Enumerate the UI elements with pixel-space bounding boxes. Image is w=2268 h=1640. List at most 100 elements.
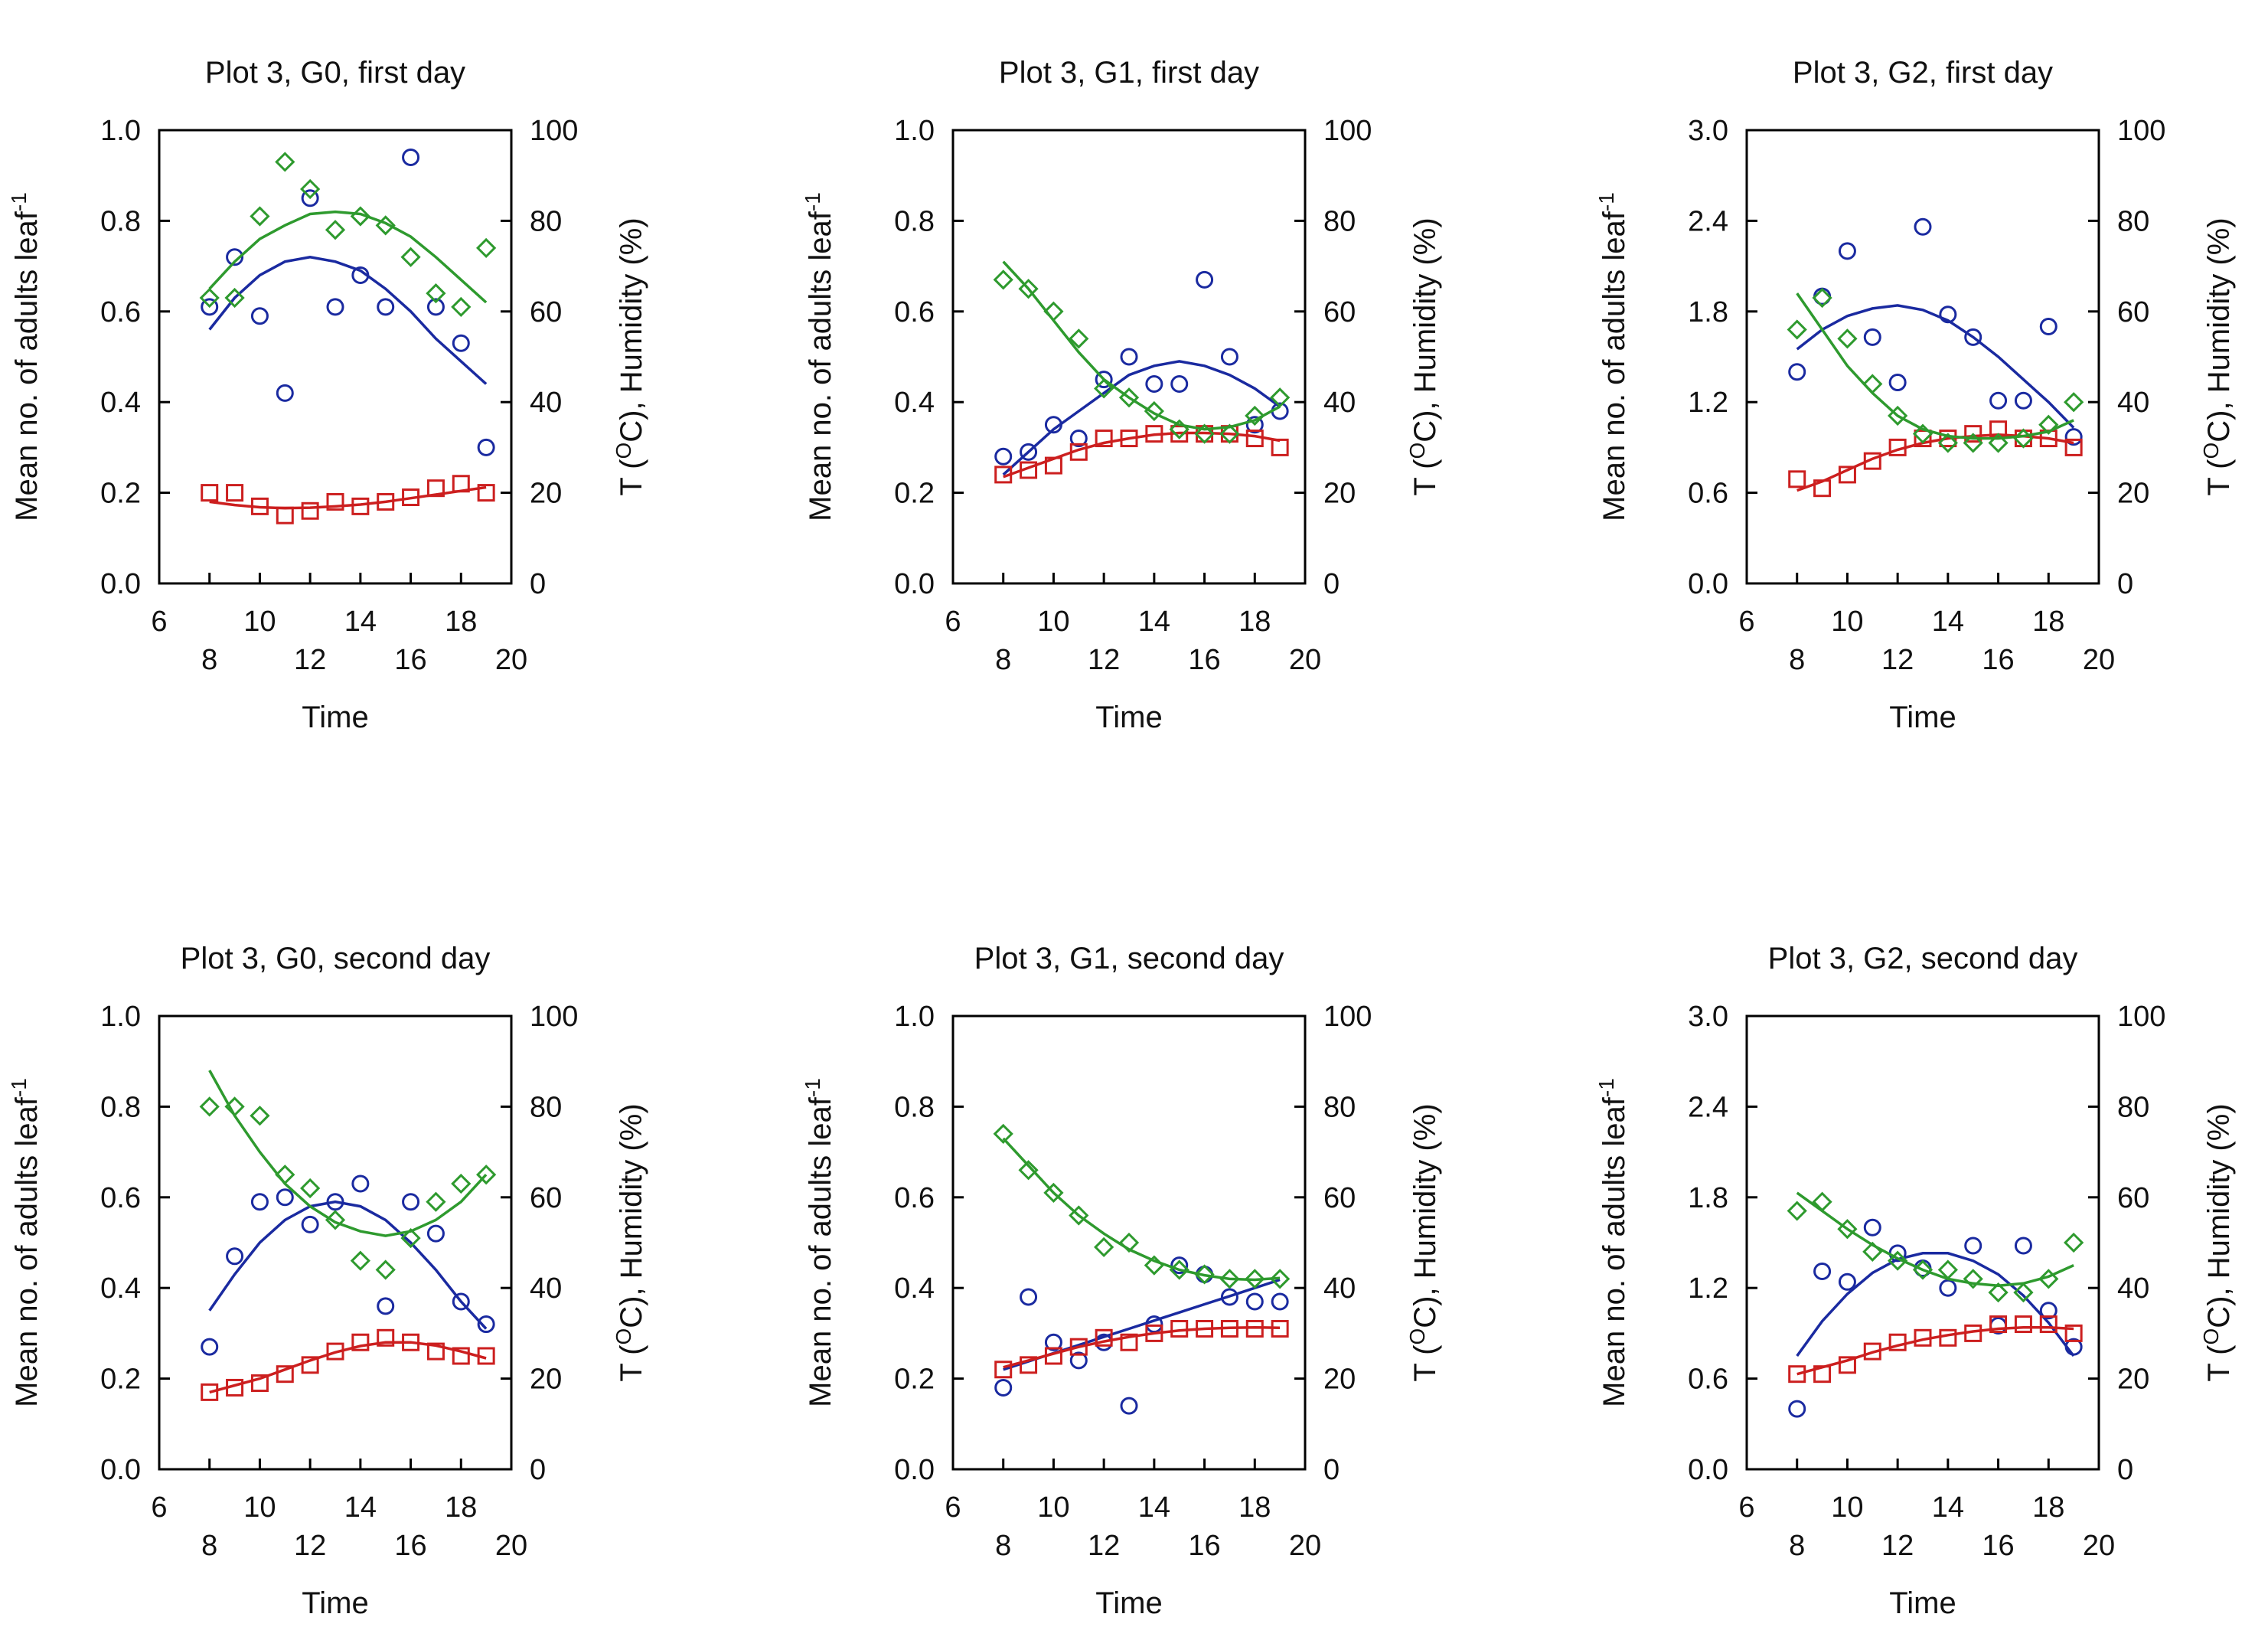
x-tick-label: 16 bbox=[394, 644, 426, 676]
x-tick-label: 18 bbox=[445, 1491, 477, 1524]
point-humidity bbox=[1194, 423, 1215, 444]
y2-axis-label: T (OC), Humidity (%) bbox=[2199, 217, 2236, 495]
point-humidity bbox=[1194, 1264, 1215, 1285]
point-temperature bbox=[377, 492, 395, 511]
point-temperature bbox=[1989, 420, 2008, 439]
y2-axis-label: T (OC), Humidity (%) bbox=[1405, 217, 1442, 495]
y2-tick-label: 40 bbox=[530, 387, 562, 419]
x-tick-label: 16 bbox=[1188, 644, 1220, 676]
y-tick-label: 1.8 bbox=[1688, 1182, 1728, 1214]
y-tick-label: 0.8 bbox=[100, 1091, 141, 1123]
point-temperature bbox=[1939, 1328, 1957, 1347]
x-axis-label: Time bbox=[1889, 701, 1956, 734]
point-adults bbox=[326, 298, 344, 316]
point-humidity bbox=[275, 152, 295, 172]
point-temperature bbox=[1271, 1319, 1289, 1338]
point-humidity bbox=[1862, 374, 1883, 394]
point-adults bbox=[426, 298, 445, 316]
y-tick-label: 0.4 bbox=[894, 387, 935, 419]
point-temperature bbox=[1888, 1333, 1907, 1351]
point-adults bbox=[1069, 1351, 1088, 1370]
x-tick-label: 10 bbox=[243, 1491, 276, 1524]
point-humidity bbox=[350, 1250, 370, 1271]
point-humidity bbox=[1043, 301, 1064, 322]
point-temperature bbox=[1914, 430, 1932, 448]
point-adults bbox=[1914, 217, 1932, 236]
x-axis-label: Time bbox=[1095, 701, 1162, 734]
x-tick-label: 8 bbox=[1789, 1530, 1805, 1562]
point-adults bbox=[1020, 1288, 1038, 1306]
fit-line-humidity bbox=[208, 210, 488, 304]
x-tick-label: 6 bbox=[945, 1491, 961, 1524]
x-tick-label: 20 bbox=[1289, 644, 1321, 676]
point-humidity bbox=[2038, 1269, 2059, 1289]
y2-tick-label: 40 bbox=[530, 1272, 562, 1305]
point-temperature bbox=[452, 1347, 470, 1365]
point-temperature bbox=[326, 492, 344, 511]
point-temperature bbox=[301, 1356, 319, 1374]
chart-panel-2: Plot 3, G2, first day 0.0 0.6 1.2 1.8 2.4 3.0 0… bbox=[1594, 56, 2236, 734]
y2-tick-label: 60 bbox=[1323, 1182, 1356, 1214]
point-humidity bbox=[1837, 1219, 1858, 1240]
point-temperature bbox=[402, 488, 420, 507]
y-tick-label: 0.0 bbox=[894, 568, 935, 600]
point-adults bbox=[1838, 242, 1856, 260]
point-temperature bbox=[1271, 438, 1289, 456]
point-temperature bbox=[1788, 470, 1806, 488]
point-temperature bbox=[1838, 1356, 1856, 1374]
point-temperature bbox=[994, 466, 1013, 484]
x-tick-label: 10 bbox=[243, 606, 276, 638]
y-tick-label: 0.6 bbox=[894, 296, 935, 328]
fit-line-adults bbox=[208, 256, 488, 385]
chart-title: Plot 3, G1, first day bbox=[999, 56, 1259, 90]
x-axis-label: Time bbox=[302, 1586, 368, 1620]
x-tick-label: 14 bbox=[344, 606, 377, 638]
x-tick-label: 14 bbox=[344, 1491, 377, 1524]
point-humidity bbox=[224, 1096, 245, 1117]
y2-tick-label: 100 bbox=[530, 115, 578, 147]
point-adults bbox=[226, 1247, 244, 1266]
y2-tick-label: 0 bbox=[530, 1454, 546, 1486]
point-adults bbox=[1196, 270, 1214, 289]
point-temperature bbox=[1069, 443, 1088, 461]
point-temperature bbox=[452, 475, 470, 493]
point-adults bbox=[1964, 1237, 1982, 1255]
point-adults bbox=[201, 1338, 219, 1356]
x-tick-label: 16 bbox=[394, 1530, 426, 1562]
point-adults bbox=[2039, 1302, 2058, 1320]
y-tick-label: 0.6 bbox=[100, 296, 141, 328]
point-humidity bbox=[426, 283, 446, 304]
point-humidity bbox=[350, 206, 370, 227]
fit-line-humidity bbox=[208, 1070, 488, 1237]
y2-tick-label: 0 bbox=[2117, 568, 2133, 600]
point-temperature bbox=[1863, 1342, 1881, 1361]
x-tick-label: 6 bbox=[1738, 606, 1754, 638]
point-temperature bbox=[301, 501, 319, 520]
point-humidity bbox=[2013, 428, 2034, 449]
y-tick-label: 1.0 bbox=[894, 1001, 935, 1033]
y2-tick-label: 100 bbox=[530, 1001, 578, 1033]
point-temperature bbox=[326, 1342, 344, 1361]
fit-line-adults bbox=[208, 1200, 488, 1330]
y-tick-label: 0.8 bbox=[894, 1091, 935, 1123]
x-tick-label: 12 bbox=[294, 644, 326, 676]
y-tick-label: 0.0 bbox=[100, 568, 141, 600]
point-adults bbox=[326, 1193, 344, 1211]
point-humidity bbox=[400, 1227, 421, 1249]
y-tick-label: 0.4 bbox=[100, 1272, 141, 1305]
point-humidity bbox=[1837, 328, 1858, 349]
point-temperature bbox=[250, 497, 269, 515]
x-tick-label: 16 bbox=[1188, 1530, 1220, 1562]
point-humidity bbox=[1118, 387, 1140, 408]
point-humidity bbox=[1787, 1201, 1807, 1221]
point-adults bbox=[301, 189, 319, 207]
point-adults bbox=[2014, 1237, 2032, 1255]
y-tick-label: 0.6 bbox=[100, 1182, 141, 1214]
y2-tick-label: 20 bbox=[2117, 1364, 2149, 1396]
point-adults bbox=[1939, 1279, 1957, 1297]
point-temperature bbox=[1145, 425, 1163, 443]
point-humidity bbox=[1069, 328, 1089, 349]
x-tick-label: 8 bbox=[995, 644, 1011, 676]
y2-tick-label: 20 bbox=[2117, 478, 2149, 510]
point-humidity bbox=[375, 1259, 396, 1280]
